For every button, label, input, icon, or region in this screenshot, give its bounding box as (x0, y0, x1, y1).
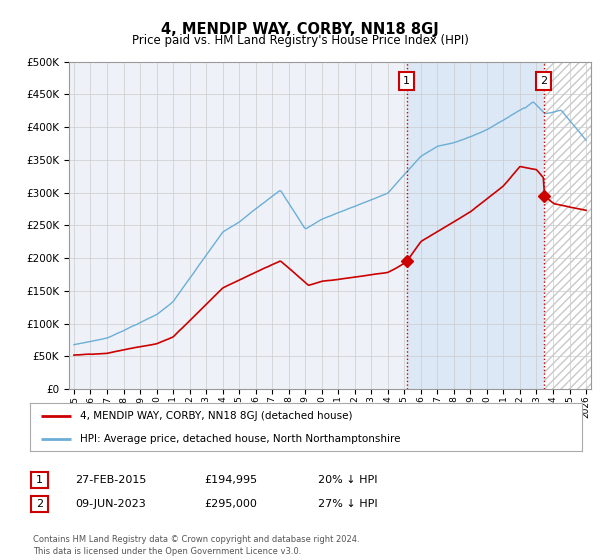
Text: £295,000: £295,000 (204, 499, 257, 509)
Text: 27-FEB-2015: 27-FEB-2015 (75, 475, 146, 485)
Text: £194,995: £194,995 (204, 475, 257, 485)
Text: 09-JUN-2023: 09-JUN-2023 (75, 499, 146, 509)
Text: Price paid vs. HM Land Registry's House Price Index (HPI): Price paid vs. HM Land Registry's House … (131, 34, 469, 46)
Text: 4, MENDIP WAY, CORBY, NN18 8GJ: 4, MENDIP WAY, CORBY, NN18 8GJ (161, 22, 439, 38)
Bar (544, 62, 595, 389)
Text: 27% ↓ HPI: 27% ↓ HPI (318, 499, 377, 509)
Text: 2: 2 (36, 499, 43, 509)
Text: 1: 1 (403, 76, 410, 86)
Text: HPI: Average price, detached house, North Northamptonshire: HPI: Average price, detached house, Nort… (80, 434, 400, 444)
Text: Contains HM Land Registry data © Crown copyright and database right 2024.
This d: Contains HM Land Registry data © Crown c… (33, 535, 359, 556)
Text: 2: 2 (540, 76, 547, 86)
Text: 1: 1 (36, 475, 43, 485)
Text: 20% ↓ HPI: 20% ↓ HPI (318, 475, 377, 485)
Bar (544, 62, 595, 389)
Text: 4, MENDIP WAY, CORBY, NN18 8GJ (detached house): 4, MENDIP WAY, CORBY, NN18 8GJ (detached… (80, 411, 352, 421)
Bar (407, 62, 544, 389)
